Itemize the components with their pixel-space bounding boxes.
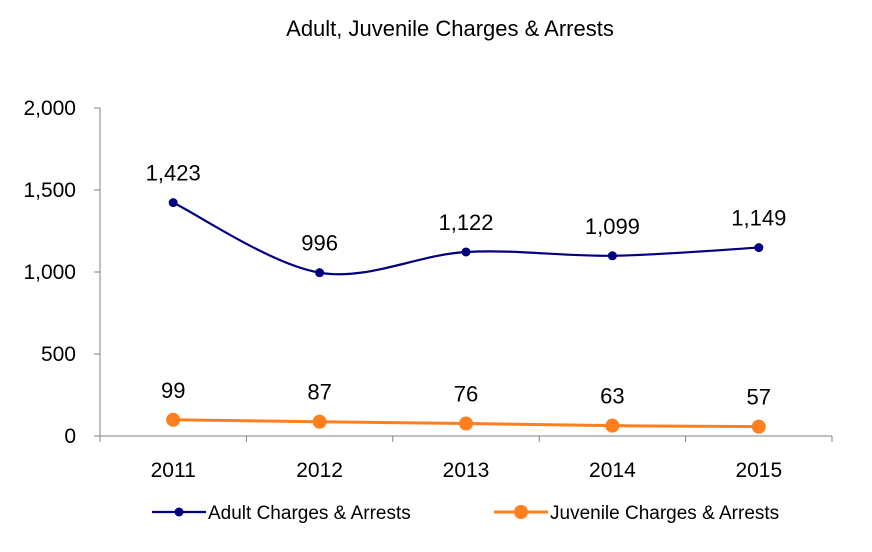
series-layer xyxy=(166,198,766,434)
x-tick-label: 2012 xyxy=(296,459,343,482)
adult-point xyxy=(168,198,178,208)
chart-title: Adult, Juvenile Charges & Arrests xyxy=(286,16,614,41)
juvenile-point xyxy=(312,414,327,429)
legend-marker-adult xyxy=(174,507,184,517)
adult-point xyxy=(461,247,471,257)
juvenile-point xyxy=(459,416,473,431)
x-tick-label: 2014 xyxy=(589,459,636,482)
legend: Adult Charges & Arrests Juvenile Charges … xyxy=(152,503,779,524)
y-tick-label: 500 xyxy=(41,343,76,366)
adult-point xyxy=(754,243,764,253)
adult-point xyxy=(315,268,325,278)
adult-data-label: 996 xyxy=(301,231,338,256)
x-tick-label: 2011 xyxy=(151,459,196,482)
adult-data-label: 1,149 xyxy=(731,206,786,231)
juvenile-data-label: 87 xyxy=(307,380,331,405)
axes: 0 500 1,000 1,500 2,000 2011 2012 2013 2014 2015 xyxy=(23,97,833,482)
juvenile-point xyxy=(166,412,181,427)
data-labels: 1,423 996 1,122 1,099 1,149 99 87 76 63 57 xyxy=(146,161,787,410)
x-tick-label: 2015 xyxy=(735,459,782,482)
juvenile-point xyxy=(751,419,766,434)
legend-marker-juvenile xyxy=(514,505,528,519)
juvenile-data-label: 57 xyxy=(747,385,771,410)
juvenile-data-label: 63 xyxy=(600,384,624,409)
y-tick-label: 1,000 xyxy=(23,261,76,284)
legend-label-adult: Adult Charges & Arrests xyxy=(208,503,411,524)
y-tick-label: 1,500 xyxy=(23,179,76,202)
y-tick-label: 0 xyxy=(64,425,76,448)
x-tick-label: 2013 xyxy=(443,459,490,482)
adult-data-label: 1,423 xyxy=(146,161,201,186)
juvenile-data-label: 99 xyxy=(161,378,185,403)
adult-data-label: 1,122 xyxy=(438,210,493,235)
juvenile-data-label: 76 xyxy=(454,382,478,407)
adult-point xyxy=(607,251,617,261)
legend-label-juvenile: Juvenile Charges & Arrests xyxy=(550,503,779,524)
juvenile-point xyxy=(605,418,620,433)
y-tick-label: 2,000 xyxy=(23,97,76,120)
adult-data-label: 1,099 xyxy=(585,214,640,239)
